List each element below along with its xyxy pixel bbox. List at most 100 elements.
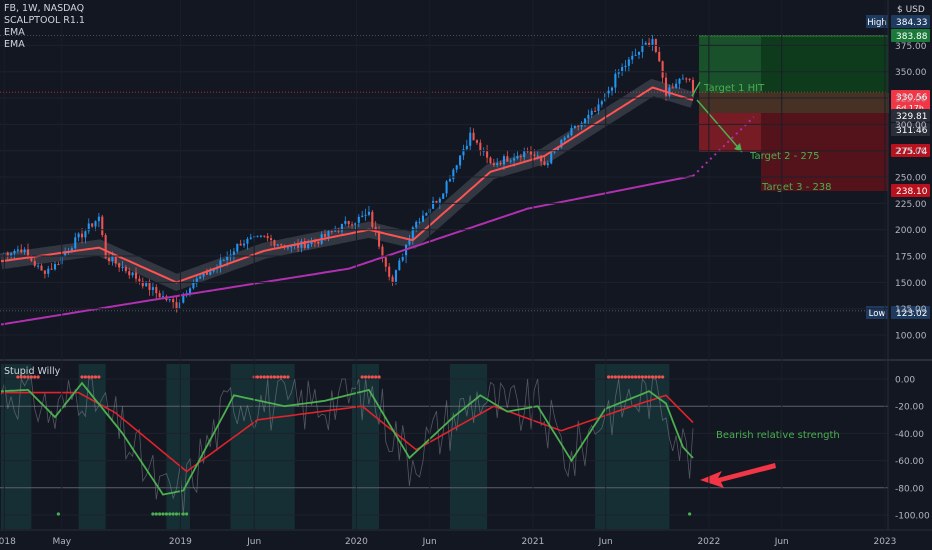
candle-body <box>421 215 424 222</box>
candle-body <box>391 276 394 283</box>
time-tick-label: Jun <box>422 537 437 547</box>
price-tick-label: 150.00 <box>895 279 927 289</box>
candle-body <box>631 55 634 60</box>
time-tick-label: 2021 <box>521 537 544 547</box>
candle-body <box>138 278 141 282</box>
candle-body <box>556 147 560 151</box>
signal-shade <box>449 364 488 529</box>
candle-body <box>222 260 225 262</box>
candle-body <box>621 67 624 72</box>
willy-fast-line <box>0 381 694 496</box>
overbought-dot <box>374 375 378 379</box>
candle-body <box>121 267 124 269</box>
overbought-dot <box>286 375 290 379</box>
main-overlay: Target 1 HIT Target 2 - 275 Target 3 - 238… <box>691 15 930 319</box>
candle-body <box>145 281 148 287</box>
candle-body <box>141 281 144 287</box>
candle-body <box>371 211 374 227</box>
overbought-dot <box>83 375 87 379</box>
price-tick-label: 250.00 <box>895 174 927 184</box>
candle-body <box>175 302 178 309</box>
overbought-dot <box>266 375 270 379</box>
candle-body <box>411 227 414 239</box>
overbought-dot <box>627 375 631 379</box>
indicator-ema-1[interactable]: EMA <box>4 27 25 38</box>
price-badge-value: 275.74 <box>896 147 928 157</box>
price-tick-label: 375.00 <box>895 42 927 52</box>
symbol-title[interactable]: FB, 1W, NASDAQ <box>4 3 85 14</box>
overbought-dot <box>19 375 23 379</box>
candle-body <box>351 224 354 226</box>
time-tick-label: 2019 <box>169 537 192 547</box>
candle-body <box>101 216 104 236</box>
candle-body <box>80 233 84 238</box>
badge-label: High <box>867 18 887 28</box>
candle-body <box>226 256 229 261</box>
overbought-dot <box>657 375 661 379</box>
candle-body <box>432 200 435 209</box>
candle-body <box>16 249 19 251</box>
price-tick-label: 100.00 <box>895 332 927 342</box>
candle-body <box>161 296 165 298</box>
price-badge-value: 384.33 <box>896 18 928 28</box>
candle-body <box>465 145 468 150</box>
overbought-dot <box>33 375 37 379</box>
candle-body <box>560 139 563 148</box>
candle-body <box>327 231 330 237</box>
price-badge-value: 311.46 <box>896 126 928 136</box>
candle-body <box>597 104 600 112</box>
candle-body <box>300 241 303 248</box>
price-tick-label: 225.00 <box>895 200 927 210</box>
candle-body <box>354 222 357 226</box>
badge-label: Low <box>869 309 886 319</box>
candle-body <box>479 142 482 152</box>
candle-body <box>195 278 198 283</box>
indicator-scalptool[interactable]: SCALPTOOL R1.1 <box>4 15 85 26</box>
candle-body <box>506 156 509 162</box>
candle-body <box>651 39 654 46</box>
overbought-dot <box>637 375 641 379</box>
overbought-dot <box>360 375 364 379</box>
candle-body <box>131 272 134 276</box>
indicator-panel-title[interactable]: Stupid Willy <box>4 366 61 377</box>
candle-body <box>482 150 485 152</box>
candle-body <box>405 244 408 257</box>
candle-body <box>499 163 502 165</box>
candle-body <box>236 243 239 252</box>
candle-body <box>563 137 566 140</box>
candle-body <box>286 247 289 249</box>
candle-body <box>97 216 100 222</box>
indicator-ema-2[interactable]: EMA <box>4 39 25 50</box>
candle-body <box>438 198 441 203</box>
candle-body <box>448 179 451 182</box>
candle-body <box>401 256 404 261</box>
oversold-dot <box>151 512 155 516</box>
ema-slow-projection <box>692 116 755 177</box>
candle-body <box>573 125 576 129</box>
candle-body <box>658 51 661 62</box>
candle-body <box>40 265 43 271</box>
candle-body <box>334 230 337 232</box>
price-tick-label: 200.00 <box>895 226 927 236</box>
candle-body <box>276 244 279 246</box>
candle-body <box>307 244 310 249</box>
badge-label-bg <box>866 15 888 28</box>
candle-body <box>280 244 283 246</box>
price-badge-value: 238.10 <box>896 187 928 197</box>
time-tick-label: May <box>52 537 71 547</box>
candle-body <box>580 123 583 127</box>
candle-body <box>594 110 597 112</box>
candle-body <box>590 110 593 115</box>
candle-body <box>6 252 9 256</box>
overbought-dot <box>607 375 611 379</box>
overbought-dot <box>36 375 40 379</box>
candle-body <box>489 157 492 164</box>
oversold-dot <box>164 512 169 516</box>
candle-body <box>340 223 343 232</box>
candle-body <box>513 158 516 161</box>
candle-body <box>114 256 117 264</box>
candle-body <box>344 220 347 224</box>
candle-body <box>502 156 506 165</box>
oversold-dot <box>171 512 175 516</box>
